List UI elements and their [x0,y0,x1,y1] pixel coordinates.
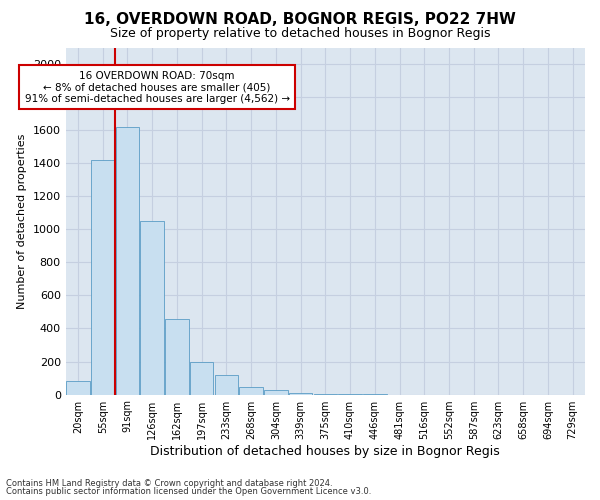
X-axis label: Distribution of detached houses by size in Bognor Regis: Distribution of detached houses by size … [151,444,500,458]
Text: Size of property relative to detached houses in Bognor Regis: Size of property relative to detached ho… [110,28,490,40]
Text: 16, OVERDOWN ROAD, BOGNOR REGIS, PO22 7HW: 16, OVERDOWN ROAD, BOGNOR REGIS, PO22 7H… [84,12,516,28]
Bar [239,387,263,394]
Bar [165,318,188,394]
Y-axis label: Number of detached properties: Number of detached properties [17,134,27,308]
Bar [264,390,287,394]
Bar [289,392,313,394]
Bar [116,127,139,394]
Bar [190,362,214,394]
Text: 16 OVERDOWN ROAD: 70sqm
← 8% of detached houses are smaller (405)
91% of semi-de: 16 OVERDOWN ROAD: 70sqm ← 8% of detached… [25,70,290,104]
Bar [91,160,115,394]
Bar [66,382,90,394]
Text: Contains public sector information licensed under the Open Government Licence v3: Contains public sector information licen… [6,487,371,496]
Bar [140,221,164,394]
Text: Contains HM Land Registry data © Crown copyright and database right 2024.: Contains HM Land Registry data © Crown c… [6,479,332,488]
Bar [215,375,238,394]
